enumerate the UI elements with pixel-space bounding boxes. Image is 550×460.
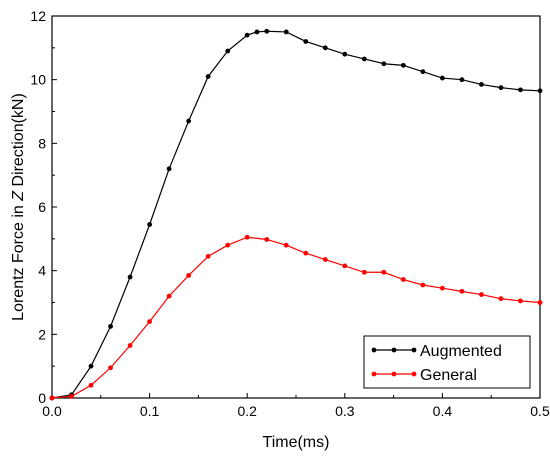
data-point-general [322, 257, 328, 262]
data-point-augmented [440, 75, 445, 81]
data-point-augmented [166, 166, 172, 172]
y-tick-label: 10 [30, 72, 46, 88]
legend-marker-augmented [371, 347, 377, 353]
data-point-general [479, 292, 484, 297]
data-point-augmented [498, 85, 504, 91]
data-point-general [147, 319, 153, 324]
data-point-augmented [283, 29, 289, 35]
data-point-augmented [420, 69, 426, 75]
data-point-general [88, 382, 94, 388]
data-point-general [361, 269, 367, 275]
x-tick-label: 0.4 [433, 403, 453, 419]
series-line-general [51, 236, 541, 399]
data-point-general [69, 394, 74, 399]
data-point-general [283, 242, 289, 248]
data-point-general [225, 242, 231, 248]
y-axis-label: Lorentz Force in Z Direction(kN) [10, 93, 27, 321]
data-point-general [205, 253, 211, 259]
data-point-augmented [361, 56, 367, 62]
data-point-augmented [88, 363, 94, 369]
data-point-augmented [225, 48, 231, 54]
data-point-augmented [459, 77, 465, 83]
data-point-augmented [205, 74, 211, 79]
data-point-augmented [147, 222, 153, 227]
legend-marker-general [371, 371, 377, 377]
data-point-augmented [342, 51, 348, 57]
data-point-augmented [186, 118, 192, 124]
data-point-general [108, 365, 113, 371]
data-point-general [518, 298, 523, 304]
y-tick-label: 4 [38, 263, 46, 279]
x-axis: 0.0 0.1 0.2 0.3 0.4 0.5 [42, 393, 550, 419]
x-tick-label: 0.1 [140, 403, 160, 419]
data-point-general [244, 234, 250, 240]
x-tick-label: 0.2 [237, 403, 257, 419]
legend-box [363, 335, 531, 389]
data-point-augmented [400, 62, 406, 68]
data-point-general [342, 263, 348, 269]
data-point-augmented [127, 274, 133, 280]
data-point-general [498, 296, 504, 302]
legend-label-augmented: Augmented [420, 343, 502, 360]
data-point-general [186, 273, 192, 278]
legend-marker-general [411, 371, 417, 377]
data-point-augmented [264, 28, 270, 34]
data-point-augmented [108, 323, 113, 329]
y-axis-label-part-1: Lorentz Force in [10, 201, 27, 321]
data-point-augmented [303, 39, 309, 44]
data-point-augmented [322, 45, 328, 51]
x-tick-label: 0.5 [530, 403, 550, 419]
series-layer [49, 28, 543, 401]
data-point-general [440, 285, 445, 291]
data-point-general [166, 293, 172, 299]
x-tick-label: 0.3 [335, 403, 355, 419]
y-axis: 0 2 4 6 8 10 12 [30, 8, 57, 406]
data-point-general [49, 395, 55, 401]
data-point-general [127, 343, 133, 348]
data-point-augmented [479, 82, 484, 87]
y-tick-label: 12 [30, 8, 46, 24]
data-point-general [537, 300, 543, 305]
data-point-general [400, 277, 406, 282]
legend-entry-augmented: Augmented [371, 343, 502, 360]
data-point-augmented [518, 87, 523, 93]
data-point-general [420, 282, 426, 288]
data-point-general [303, 250, 309, 256]
y-tick-label: 0 [38, 390, 46, 406]
legend-marker-general [391, 371, 397, 377]
data-point-general [459, 288, 465, 294]
legend: Augmented General [363, 335, 531, 389]
x-tick-label: 0.0 [42, 403, 62, 419]
data-point-general [381, 269, 387, 275]
y-tick-label: 6 [38, 199, 46, 215]
data-point-general [264, 237, 270, 242]
legend-label-general: General [420, 367, 477, 384]
legend-entry-general: General [371, 367, 477, 384]
data-point-augmented [537, 88, 543, 94]
data-point-augmented [254, 29, 260, 35]
data-point-augmented [244, 32, 250, 38]
y-axis-label-part-2: Z [10, 190, 27, 202]
data-point-augmented [381, 61, 387, 67]
y-tick-label: 2 [38, 326, 46, 342]
y-axis-label-part-3: Direction(kN) [10, 93, 27, 191]
legend-marker-augmented [411, 347, 417, 353]
y-tick-label: 8 [38, 135, 46, 151]
legend-marker-augmented [391, 347, 397, 353]
x-axis-label: Time(ms) [263, 434, 330, 451]
